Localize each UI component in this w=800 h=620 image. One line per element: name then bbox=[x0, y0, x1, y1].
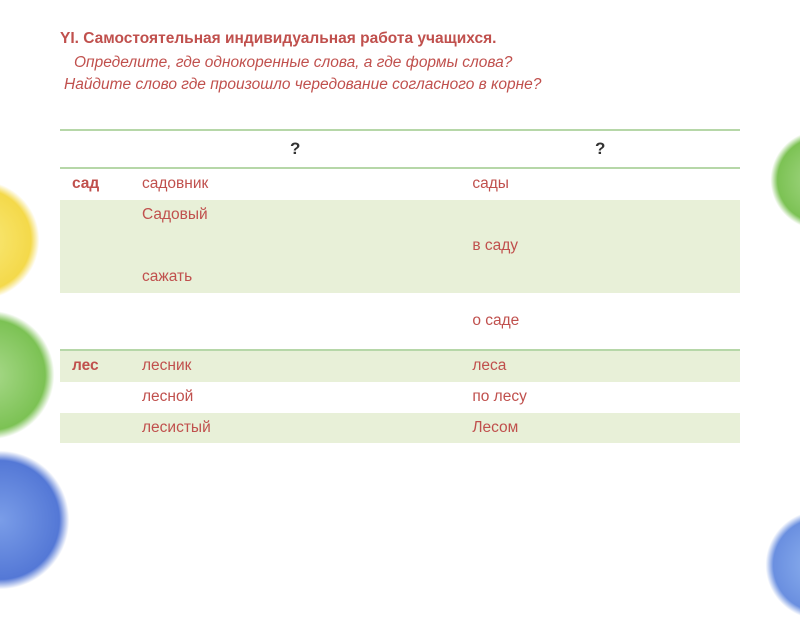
table-row: леснойпо лесу bbox=[60, 382, 740, 413]
cell-cognate: лесистый bbox=[130, 413, 460, 444]
cell-form bbox=[460, 200, 740, 231]
cell-form: в саду bbox=[460, 231, 740, 262]
instruction-line-2: Найдите слово где произошло чередование … bbox=[60, 74, 740, 96]
row-key bbox=[60, 306, 130, 337]
row-key: лес bbox=[60, 350, 130, 382]
header-col-key bbox=[60, 130, 130, 168]
table-row bbox=[60, 337, 740, 351]
table-row: лесистыйЛесом bbox=[60, 413, 740, 444]
table-body: садсадовниксадыСадовыйв садусажатьо саде… bbox=[60, 168, 740, 443]
cell-cognate bbox=[130, 231, 460, 262]
cell-cognate bbox=[130, 306, 460, 337]
cell-form bbox=[460, 337, 740, 351]
cell-form bbox=[460, 293, 740, 306]
cell-form: по лесу bbox=[460, 382, 740, 413]
row-key bbox=[60, 337, 130, 351]
row-key bbox=[60, 382, 130, 413]
row-key bbox=[60, 262, 130, 293]
table-row bbox=[60, 293, 740, 306]
instruction-line-1: Определите, где однокоренные слова, а гд… bbox=[60, 52, 740, 74]
section-title: YI. Самостоятельная индивидуальная работ… bbox=[60, 30, 740, 48]
cell-cognate: садовник bbox=[130, 168, 460, 200]
cell-cognate: Садовый bbox=[130, 200, 460, 231]
table-row: сажать bbox=[60, 262, 740, 293]
cell-form: Лесом bbox=[460, 413, 740, 444]
table-row: Садовый bbox=[60, 200, 740, 231]
row-key bbox=[60, 293, 130, 306]
cell-cognate: лесник bbox=[130, 350, 460, 382]
header: YI. Самостоятельная индивидуальная работ… bbox=[0, 0, 800, 111]
cell-cognate: сажать bbox=[130, 262, 460, 293]
decorative-circle bbox=[0, 450, 70, 590]
cell-cognate bbox=[130, 337, 460, 351]
cell-form: леса bbox=[460, 350, 740, 382]
table-row: о саде bbox=[60, 306, 740, 337]
row-key bbox=[60, 200, 130, 231]
cell-cognate bbox=[130, 293, 460, 306]
cell-form bbox=[460, 262, 740, 293]
row-key: сад bbox=[60, 168, 130, 200]
table-row: леслесник леса bbox=[60, 350, 740, 382]
cell-cognate: лесной bbox=[130, 382, 460, 413]
table-row: в саду bbox=[60, 231, 740, 262]
row-key bbox=[60, 413, 130, 444]
table-header-row: ? ? bbox=[60, 130, 740, 168]
table-row: садсадовниксады bbox=[60, 168, 740, 200]
row-key bbox=[60, 231, 130, 262]
header-col-2: ? bbox=[130, 130, 460, 168]
cell-form: сады bbox=[460, 168, 740, 200]
table-container: ? ? садсадовниксадыСадовыйв садусажатьо … bbox=[0, 111, 800, 443]
header-col-3: ? bbox=[460, 130, 740, 168]
decorative-circle bbox=[765, 510, 800, 620]
cell-form: о саде bbox=[460, 306, 740, 337]
word-table: ? ? садсадовниксадыСадовыйв садусажатьо … bbox=[60, 129, 740, 443]
